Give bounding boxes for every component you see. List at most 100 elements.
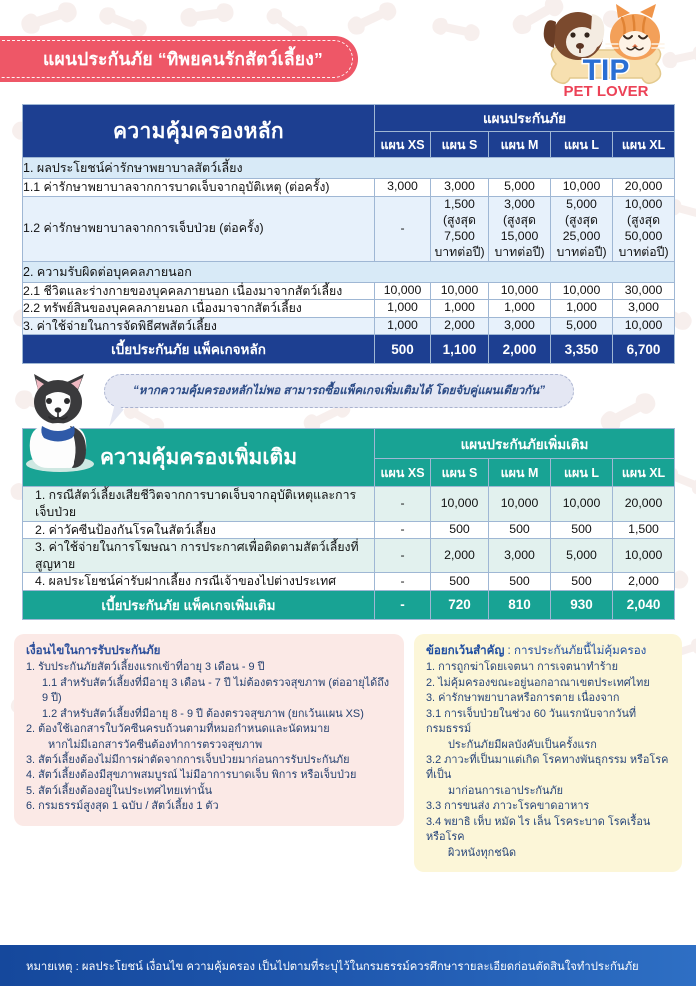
main-row-value-3: 10,000 bbox=[550, 281, 613, 301]
exclusion-item: 3.3 การขนส่ง ภาวะโรคขาดอาหาร bbox=[426, 800, 590, 813]
main-total-value-3: 3,350 bbox=[550, 334, 613, 365]
addon-row-value-0: - bbox=[374, 520, 431, 540]
logo-tagline: PET LOVER bbox=[563, 83, 648, 100]
addon-total-value-4: 2,040 bbox=[612, 589, 675, 620]
exclusion-item: 3.1 การเจ็บป่วยในช่วง 60 วันแรกนับจากวัน… bbox=[426, 707, 637, 736]
addon-row-value-2: 500 bbox=[488, 520, 551, 540]
addon-total-value-1: 720 bbox=[430, 589, 489, 620]
addon-col-header-3: แผน L bbox=[550, 457, 613, 488]
main-coverage-table-wrap: ความคุ้มครองหลัก แผนประกันภัย แผน XS แผน … bbox=[0, 104, 696, 365]
main-row-value-2: 3,000 bbox=[488, 316, 551, 336]
addon-row-label: 3. ค่าใช้จ่ายในการโฆษณา การประกาศเพื่อติ… bbox=[22, 538, 375, 574]
addon-row-value-2: 500 bbox=[488, 572, 551, 591]
addon-row-value-1: 500 bbox=[430, 572, 489, 591]
main-row-value-4: 10,000 (สูงสุด 50,000 บาทต่อปี) bbox=[611, 195, 676, 262]
addon-col-header-1: แผน S bbox=[430, 457, 489, 488]
main-table-row: 3. ค่าใช้จ่ายในการจัดพิธีศพสัตว์เลี้ยง 1,… bbox=[22, 316, 676, 336]
addon-row-value-2: 3,000 bbox=[488, 538, 551, 574]
main-row-label: 3. ค่าใช้จ่ายในการจัดพิธีศพสัตว์เลี้ยง bbox=[22, 316, 375, 336]
addon-row-value-3: 10,000 bbox=[550, 486, 613, 522]
main-row-value-3: 5,000 bbox=[550, 316, 613, 336]
main-table-title: ความคุ้มครองหลัก bbox=[22, 104, 375, 158]
main-col-header-4: แผน XL bbox=[611, 131, 676, 158]
main-row-value-4: 3,000 bbox=[611, 299, 676, 318]
condition-item: 3. สัตว์เลี้ยงต้องไม่มีการผ่าตัดจากการเจ… bbox=[26, 754, 350, 766]
addon-total-value-2: 810 bbox=[488, 589, 551, 620]
exclusions-panel: ข้อยกเว้นสำคัญ : การประกันภัยนี้ไม่คุ้มค… bbox=[414, 633, 682, 873]
main-row-label: 1.1 ค่ารักษาพยาบาลจากการบาดเจ็บจากอุบัติ… bbox=[22, 178, 375, 197]
main-row-label: 2.2 ทรัพย์สินของบุคคลภายนอก เนื่องมาจากส… bbox=[22, 299, 375, 318]
addon-row-value-1: 2,000 bbox=[430, 538, 489, 574]
addon-table-row: 3. ค่าใช้จ่ายในการโฆษณา การประกาศเพื่อติ… bbox=[22, 538, 675, 574]
main-row-value-4: 10,000 bbox=[611, 316, 676, 336]
addon-table-body: 1. กรณีสัตว์เลี้ยงเสียชีวิตจากการบาดเจ็บ… bbox=[22, 486, 675, 591]
exclusion-item: มาก่อนการเอาประกันภัย bbox=[448, 784, 564, 797]
condition-item: 2. ต้องใช้เอกสารใบวัคซีนครบถ้วนตามที่หมอ… bbox=[26, 723, 330, 736]
main-row-label: 1.2 ค่ารักษาพยาบาลจากการเจ็บป่วย (ต่อครั… bbox=[22, 195, 375, 262]
main-table-section-row: 2. ความรับผิดต่อบุคคลภายนอก bbox=[21, 260, 676, 283]
addon-row-value-0: - bbox=[374, 572, 431, 591]
main-table-body: 1. ผลประโยชน์ค่ารักษาพยาบาลสัตว์เลี้ยง 1.… bbox=[21, 157, 676, 336]
addon-total-label: เบี้ยประกันภัย แพ็คเกจเพิ่มเติม bbox=[22, 589, 375, 620]
main-table-section-row: 1. ผลประโยชน์ค่ารักษาพยาบาลสัตว์เลี้ยง bbox=[21, 157, 676, 179]
main-row-value-1: 1,000 bbox=[430, 299, 489, 318]
addon-row-value-3: 500 bbox=[550, 520, 613, 540]
addon-row-value-1: 500 bbox=[430, 520, 489, 540]
main-total-row: เบี้ยประกันภัย แพ็คเกจหลัก 500 1,100 2,000 3… bbox=[22, 334, 676, 365]
logo-brand: TIP bbox=[583, 54, 630, 87]
addon-table-group-header: แผนประกันภัยเพิ่มเติม bbox=[374, 428, 675, 459]
exclusion-item: 3.4 พยาธิ เห็บ หมัด ไร เล็น โรคระบาด โรค… bbox=[426, 815, 651, 844]
speech-bubble-tail bbox=[109, 403, 125, 430]
main-table-group-header: แผนประกันภัย bbox=[373, 104, 676, 132]
main-total-value-0: 500 bbox=[374, 334, 431, 365]
exclusion-item: 3. ค่ารักษาพยาบาลหรือการตาย เนื่องจาก bbox=[426, 692, 620, 705]
main-total-value-1: 1,100 bbox=[430, 334, 489, 365]
main-col-header-0: แผน XS bbox=[374, 131, 431, 158]
addon-total-value-0: - bbox=[374, 589, 431, 620]
condition-item: 1. รับประกันภัยสัตว์เลี้ยงแรกเข้าที่อายุ… bbox=[26, 661, 265, 674]
main-row-value-0: - bbox=[374, 195, 431, 262]
main-col-header-3: แผน L bbox=[550, 131, 613, 158]
main-row-value-3: 1,000 bbox=[550, 299, 613, 318]
main-row-value-2: 5,000 bbox=[488, 178, 551, 197]
dog-head-icon bbox=[543, 12, 605, 60]
addon-row-value-3: 5,000 bbox=[550, 538, 613, 574]
exclusions-title-bold: ข้อยกเว้นสำคัญ bbox=[426, 643, 505, 657]
main-section-label: 1. ผลประโยชน์ค่ารักษาพยาบาลสัตว์เลี้ยง bbox=[21, 157, 676, 179]
addon-row-label: 1. กรณีสัตว์เลี้ยงเสียชีวิตจากการบาดเจ็บ… bbox=[22, 486, 375, 522]
main-row-value-1: 3,000 bbox=[430, 178, 489, 197]
main-total-label: เบี้ยประกันภัย แพ็คเกจหลัก bbox=[22, 334, 375, 365]
main-table-row: 2.1 ชีวิตและร่างกายของบุคคลภายนอก เนื่อง… bbox=[22, 281, 676, 301]
main-total-value-2: 2,000 bbox=[488, 334, 551, 365]
main-row-value-4: 20,000 bbox=[611, 178, 676, 197]
main-row-label: 2.1 ชีวิตและร่างกายของบุคคลภายนอก เนื่อง… bbox=[22, 281, 375, 301]
title-banner: แผนประกันภัย “ทิพยคนรักสัตว์เลี้ยง” bbox=[0, 36, 358, 82]
addon-col-header-0: แผน XS bbox=[374, 457, 431, 488]
main-table-row: 2.2 ทรัพย์สินของบุคคลภายนอก เนื่องมาจากส… bbox=[22, 299, 676, 318]
main-row-value-2: 3,000 (สูงสุด 15,000 บาทต่อปี) bbox=[488, 195, 551, 262]
addon-row-value-2: 10,000 bbox=[488, 486, 551, 522]
addon-row-value-4: 2,000 bbox=[612, 572, 675, 591]
speech-bubble-text: “หากความคุ้มครองหลักไม่พอ สามารถซื้อแพ็ค… bbox=[132, 384, 546, 398]
addon-total-row: เบี้ยประกันภัย แพ็คเกจเพิ่มเติม -720 810 93… bbox=[22, 589, 675, 620]
main-row-value-1: 1,500 (สูงสุด 7,500 บาทต่อปี) bbox=[430, 195, 489, 262]
main-row-value-2: 10,000 bbox=[488, 281, 551, 301]
speech-bubble: “หากความคุ้มครองหลักไม่พอ สามารถซื้อแพ็ค… bbox=[104, 374, 574, 409]
main-table-header: ความคุ้มครองหลัก แผนประกันภัย แผน XS แผน … bbox=[22, 104, 676, 158]
upsell-callout: “หากความคุ้มครองหลักไม่พอ สามารถซื้อแพ็ค… bbox=[0, 372, 696, 473]
addon-row-value-4: 1,500 bbox=[612, 520, 675, 540]
bottom-panels: เงื่อนไขในการรับประกันภัย 1. รับประกันภั… bbox=[0, 620, 696, 873]
main-row-value-3: 5,000 (สูงสุด 25,000 บาทต่อปี) bbox=[550, 195, 613, 262]
addon-total-value-3: 930 bbox=[550, 589, 613, 620]
condition-item: หากไม่มีเอกสารวัคซีนต้องทำการตรวจสุขภาพ bbox=[48, 738, 263, 751]
conditions-list: 1. รับประกันภัยสัตว์เลี้ยงแรกเข้าที่อายุ… bbox=[26, 660, 392, 815]
main-table-row: 1.2 ค่ารักษาพยาบาลจากการเจ็บป่วย (ต่อครั… bbox=[22, 195, 676, 262]
addon-table-row: 4. ผลประโยชน์ค่ารับฝากเลี้ยง กรณีเจ้าของ… bbox=[22, 572, 675, 591]
conditions-panel: เงื่อนไขในการรับประกันภัย 1. รับประกันภั… bbox=[14, 633, 404, 826]
addon-row-value-1: 10,000 bbox=[430, 486, 489, 522]
addon-row-value-4: 10,000 bbox=[612, 538, 675, 574]
addon-row-value-0: - bbox=[374, 486, 431, 522]
addon-col-header-2: แผน M bbox=[488, 457, 551, 488]
addon-row-value-0: - bbox=[374, 538, 431, 574]
